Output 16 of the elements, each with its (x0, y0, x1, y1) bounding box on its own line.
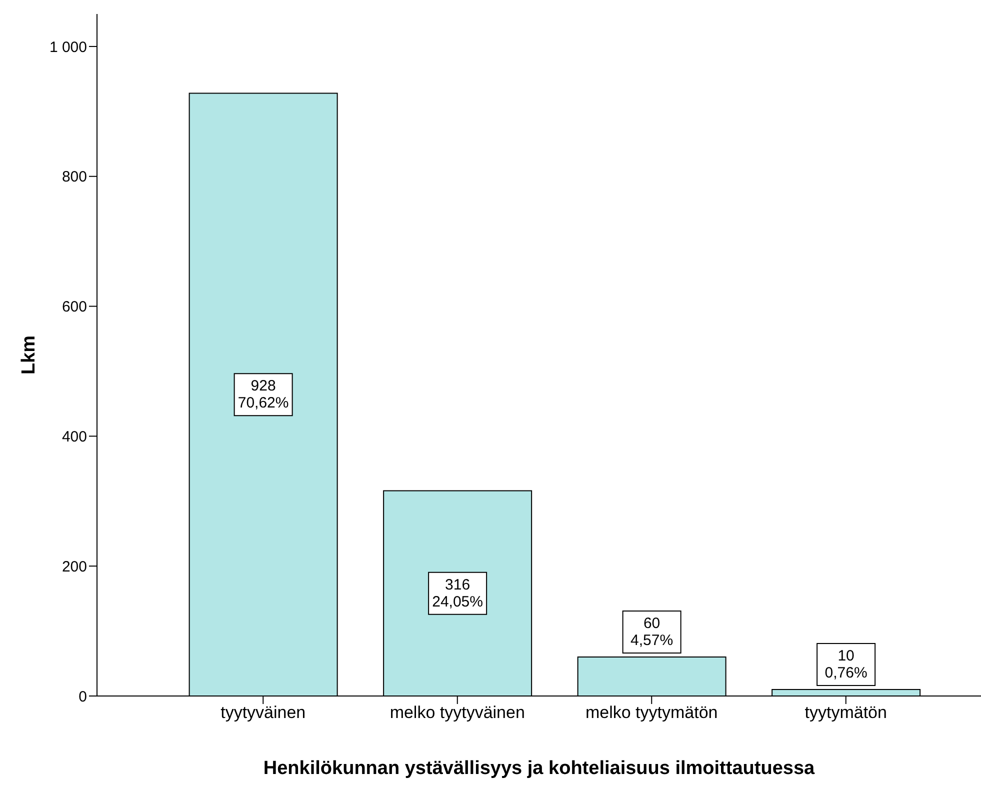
x-tick-label: tyytyväinen (220, 703, 306, 722)
x-tick-label: melko tyytyväinen (390, 703, 525, 722)
y-tick-label: 1 000 (49, 38, 87, 56)
data-label: 10 0,76% (824, 648, 868, 682)
x-axis-title: Henkilökunnan ystävällisyys ja kohteliaisuus ilmoittautuessa (263, 758, 816, 779)
y-tick-label: 200 (62, 558, 87, 576)
data-label: 316 24,05% (432, 576, 483, 610)
data-label: 928 70,62% (238, 378, 289, 412)
y-tick-label: 600 (62, 298, 87, 316)
data-label: 60 4,57% (630, 615, 674, 650)
x-tick-label: tyytymätön (804, 703, 887, 722)
y-tick-label: 400 (62, 428, 87, 446)
y-tick-label: 0 (78, 688, 87, 706)
y-tick-label: 800 (62, 168, 87, 186)
y-axis-title: Lkm (18, 335, 40, 375)
x-tick-label: melko tyytymätön (585, 703, 718, 722)
